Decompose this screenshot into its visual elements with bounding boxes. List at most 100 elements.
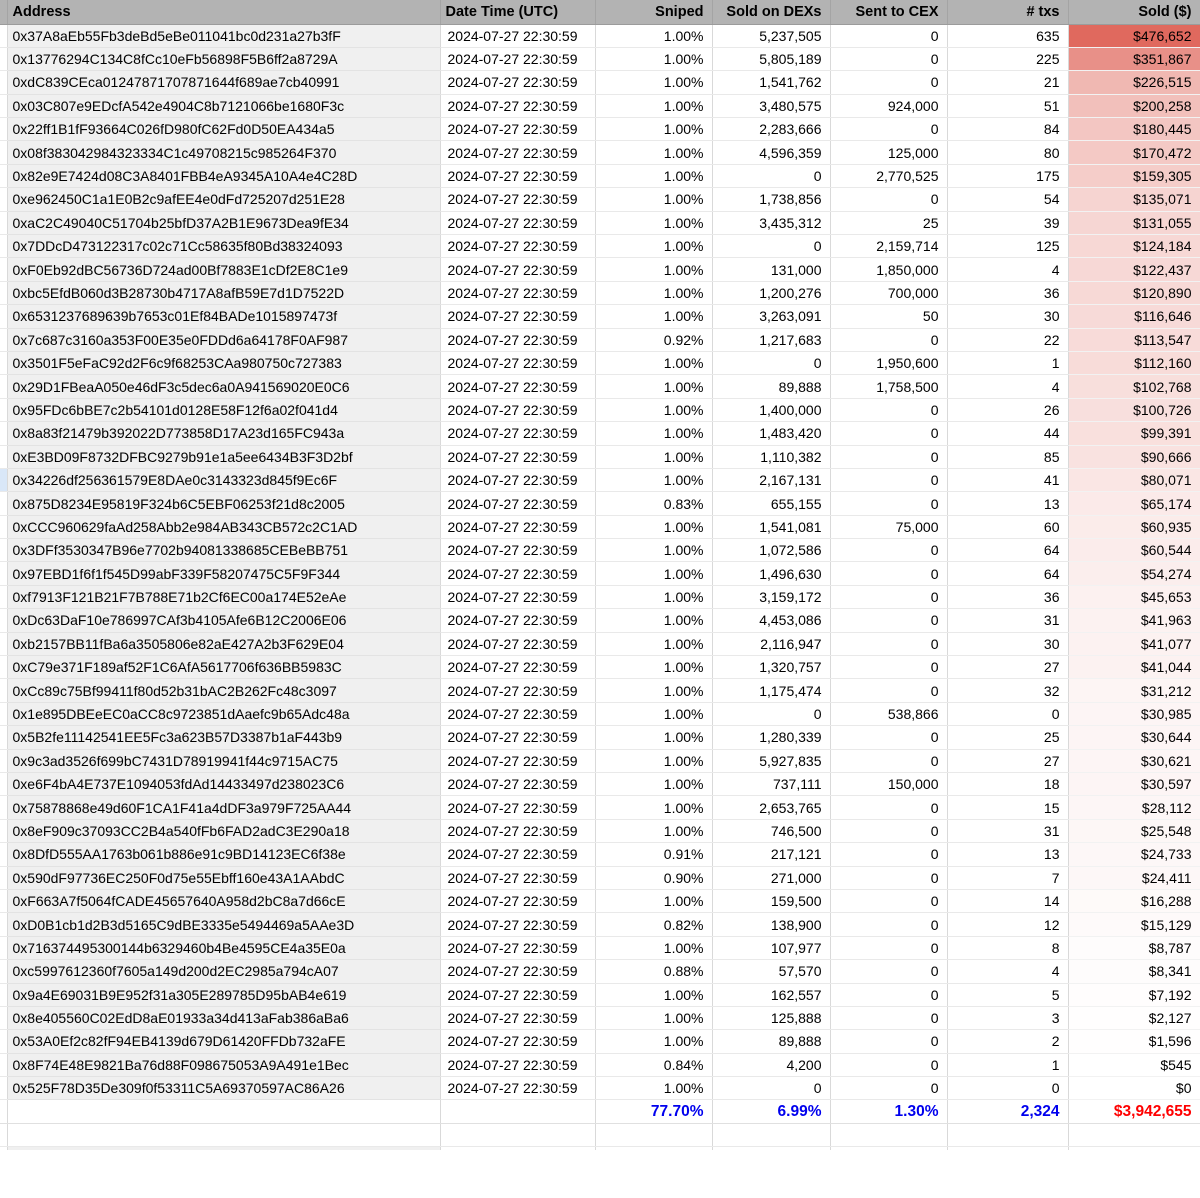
totals-num-txs[interactable]: 2,324 <box>947 1099 1069 1124</box>
cell-sold-usd[interactable]: $65,174 <box>1068 491 1200 516</box>
header-address[interactable]: Address <box>7 0 441 25</box>
cell-sold-on-dexs[interactable]: 1,541,081 <box>712 515 831 540</box>
cell-sold-usd[interactable]: $15,129 <box>1068 912 1200 937</box>
cell-sent-to-cex[interactable]: 1,950,600 <box>830 351 948 376</box>
row-sliver-cell[interactable] <box>0 351 8 376</box>
cell-address[interactable]: 0x29D1FBeaA050e46dF3c5dec6a0A941569020E0… <box>7 374 441 399</box>
cell-address[interactable]: 0x97EBD1f6f1f545D99abF339F58207475C5F9F3… <box>7 561 441 586</box>
row-sliver-cell[interactable] <box>0 1006 8 1031</box>
cell-sold-usd[interactable]: $200,258 <box>1068 94 1200 119</box>
cell-sold-on-dexs[interactable]: 3,159,172 <box>712 585 831 610</box>
cell-address[interactable]: 0x34226df256361579E8DAe0c3143323d845f9Ec… <box>7 468 441 493</box>
cell-sent-to-cex[interactable]: 0 <box>830 187 948 212</box>
cell-num-txs[interactable]: 26 <box>947 398 1069 423</box>
cell-datetime[interactable]: 2024-07-27 22:30:59 <box>440 772 596 797</box>
cell-datetime[interactable]: 2024-07-27 22:30:59 <box>440 866 596 890</box>
cell-sniped[interactable]: 0.90% <box>595 866 713 890</box>
cell-num-txs[interactable]: 13 <box>947 491 1069 516</box>
cell-sniped[interactable]: 1.00% <box>595 468 713 493</box>
cell-sold-usd[interactable]: $30,597 <box>1068 772 1200 797</box>
cell-num-txs[interactable]: 4 <box>947 374 1069 399</box>
row-sliver-cell[interactable] <box>0 94 8 119</box>
cell-address[interactable]: 0x37A8aEb55Fb3deBd5eBe011041bc0d231a27b3… <box>7 24 441 48</box>
header-sent-to-cex[interactable]: Sent to CEX <box>830 0 948 25</box>
cell-sold-on-dexs[interactable]: 2,167,131 <box>712 468 831 493</box>
cell-sent-to-cex[interactable]: 0 <box>830 819 948 844</box>
cell-sold-usd[interactable]: $100,726 <box>1068 398 1200 423</box>
cell-sniped[interactable]: 0.84% <box>595 1053 713 1078</box>
cell-sold-usd[interactable]: $24,411 <box>1068 866 1200 890</box>
cell-sold-on-dexs[interactable]: 1,496,630 <box>712 561 831 586</box>
cell-sniped[interactable]: 1.00% <box>595 257 713 282</box>
cell-sent-to-cex[interactable]: 0 <box>830 1053 948 1078</box>
cell-num-txs[interactable]: 4 <box>947 959 1069 984</box>
cell-sent-to-cex[interactable]: 0 <box>830 866 948 890</box>
cell-sold-usd[interactable]: $16,288 <box>1068 889 1200 914</box>
cell-num-txs[interactable]: 64 <box>947 561 1069 586</box>
cell-datetime[interactable]: 2024-07-27 22:30:59 <box>440 1053 596 1078</box>
cell-address[interactable]: 0xaC2C49040C51704b25bfD37A2B1E9673Dea9fE… <box>7 211 441 236</box>
cell-address[interactable]: 0x525F78D35De309f0f53311C5A69370597AC86A… <box>7 1076 441 1101</box>
cell-address[interactable]: 0x9c3ad3526f699bC7431D78919941f44c9715AC… <box>7 749 441 774</box>
cell-sold-usd[interactable]: $90,666 <box>1068 445 1200 469</box>
cell-num-txs[interactable]: 60 <box>947 515 1069 540</box>
row-sliver-cell[interactable] <box>0 374 8 399</box>
cell-sniped[interactable]: 1.00% <box>595 70 713 95</box>
row-sliver-cell[interactable] <box>0 655 8 680</box>
cell-address[interactable]: 0xCc89c75Bf99411f80d52b31bAC2B262Fc48c30… <box>7 678 441 703</box>
cell-sniped[interactable]: 1.00% <box>595 187 713 212</box>
cell-num-txs[interactable]: 30 <box>947 632 1069 657</box>
cell-sniped[interactable]: 1.00% <box>595 1076 713 1101</box>
cell-sold-on-dexs[interactable]: 271,000 <box>712 866 831 890</box>
cell-sold-on-dexs[interactable]: 89,888 <box>712 1029 831 1054</box>
cell-sold-on-dexs[interactable]: 107,977 <box>712 936 831 961</box>
row-sliver-cell[interactable] <box>0 538 8 563</box>
header-sniped[interactable]: Sniped <box>595 0 713 25</box>
totals-sold-usd[interactable]: $3,942,655 <box>1068 1099 1200 1124</box>
cell-num-txs[interactable]: 32 <box>947 678 1069 703</box>
cell-datetime[interactable]: 2024-07-27 22:30:59 <box>440 24 596 48</box>
cell-sold-on-dexs[interactable]: 3,435,312 <box>712 211 831 236</box>
row-sliver-cell[interactable] <box>0 912 8 937</box>
cell-num-txs[interactable]: 2 <box>947 1029 1069 1054</box>
cell-sent-to-cex[interactable]: 700,000 <box>830 281 948 306</box>
cell-num-txs[interactable]: 39 <box>947 211 1069 236</box>
cell-sniped[interactable]: 1.00% <box>595 1029 713 1054</box>
cell-sold-on-dexs[interactable]: 162,557 <box>712 983 831 1007</box>
cell-address[interactable]: 0x3DFf3530347B96e7702b94081338685CEBeBB7… <box>7 538 441 563</box>
cell-sniped[interactable]: 1.00% <box>595 585 713 610</box>
cell-sold-on-dexs[interactable]: 655,155 <box>712 491 831 516</box>
cell-sold-on-dexs[interactable]: 1,072,586 <box>712 538 831 563</box>
cell-sold-usd[interactable]: $112,160 <box>1068 351 1200 376</box>
cell-sent-to-cex[interactable]: 1,758,500 <box>830 374 948 399</box>
cell-address[interactable]: 0x03C807e9EDcfA542e4904C8b7121066be1680F… <box>7 94 441 119</box>
cell-sent-to-cex[interactable]: 0 <box>830 117 948 142</box>
cell-sniped[interactable]: 1.00% <box>595 398 713 423</box>
cell-address[interactable]: 0xdC839CEca01247871707871644f689ae7cb409… <box>7 70 441 95</box>
cell-datetime[interactable]: 2024-07-27 22:30:59 <box>440 959 596 984</box>
cell-datetime[interactable]: 2024-07-27 22:30:59 <box>440 912 596 937</box>
cell-num-txs[interactable]: 0 <box>947 702 1069 727</box>
cell-sold-usd[interactable]: $8,787 <box>1068 936 1200 961</box>
cell-num-txs[interactable]: 31 <box>947 819 1069 844</box>
cell-sold-usd[interactable]: $24,733 <box>1068 842 1200 867</box>
cell-sniped[interactable]: 1.00% <box>595 140 713 165</box>
cell-num-txs[interactable]: 18 <box>947 772 1069 797</box>
cell-sniped[interactable]: 1.00% <box>595 374 713 399</box>
cell-sold-on-dexs[interactable]: 2,116,947 <box>712 632 831 657</box>
cell-num-txs[interactable]: 12 <box>947 912 1069 937</box>
cell-sent-to-cex[interactable]: 0 <box>830 328 948 352</box>
row-sliver-cell[interactable] <box>0 187 8 212</box>
cell-sent-to-cex[interactable]: 2,159,714 <box>830 234 948 259</box>
cell-sold-usd[interactable]: $25,548 <box>1068 819 1200 844</box>
row-sliver-cell[interactable] <box>0 772 8 797</box>
cell-num-txs[interactable]: 22 <box>947 328 1069 352</box>
cell-address[interactable]: 0xb2157BB11fBa6a3505806e82aE427A2b3F629E… <box>7 632 441 657</box>
cell-sold-on-dexs[interactable]: 2,283,666 <box>712 117 831 142</box>
cell-sold-on-dexs[interactable]: 4,596,359 <box>712 140 831 165</box>
cell-sniped[interactable]: 0.88% <box>595 959 713 984</box>
cell-sold-on-dexs[interactable]: 1,400,000 <box>712 398 831 423</box>
cell-sent-to-cex[interactable]: 0 <box>830 421 948 446</box>
cell-sniped[interactable]: 1.00% <box>595 561 713 586</box>
cell-sent-to-cex[interactable]: 0 <box>830 70 948 95</box>
